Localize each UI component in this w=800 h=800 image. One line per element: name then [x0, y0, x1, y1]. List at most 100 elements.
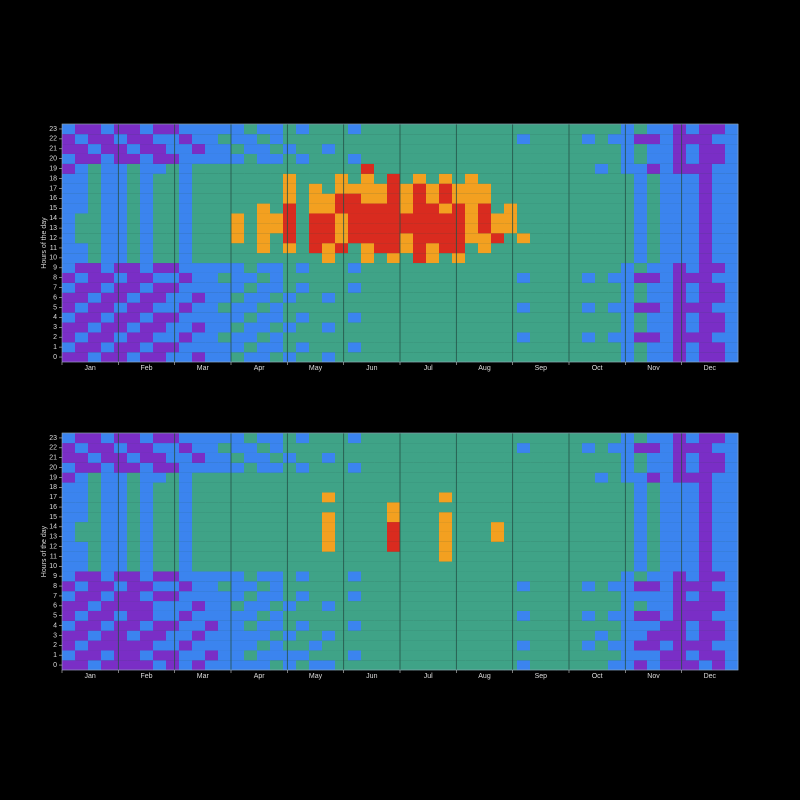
cell: [140, 173, 154, 184]
cell: [257, 352, 271, 363]
cell: [153, 262, 167, 273]
cell: [556, 650, 570, 661]
cell: [140, 502, 154, 513]
cell: [361, 541, 375, 552]
x-tick-label: Jun: [366, 365, 377, 372]
cell: [166, 143, 180, 154]
cell: [283, 233, 297, 244]
cell: [179, 551, 193, 562]
cell: [595, 312, 609, 323]
cell: [153, 203, 167, 214]
cell: [335, 262, 349, 273]
cell: [192, 243, 206, 254]
cell: [647, 223, 661, 234]
cell: [322, 322, 336, 333]
cell: [127, 482, 141, 493]
cell: [101, 591, 115, 602]
cell: [712, 433, 726, 444]
cell: [686, 173, 700, 184]
cell: [361, 620, 375, 631]
cell: [270, 660, 284, 671]
cell: [660, 183, 674, 194]
cell: [712, 272, 726, 283]
cell: [114, 352, 128, 363]
cell: [75, 492, 89, 503]
cell: [205, 262, 219, 273]
cell: [140, 133, 154, 145]
cell: [335, 203, 349, 214]
cell: [465, 143, 479, 154]
cell: [322, 640, 336, 651]
cell: [569, 143, 583, 154]
cell: [257, 342, 271, 353]
cell: [556, 124, 570, 135]
cell: [244, 433, 258, 444]
cell: [426, 332, 440, 343]
cell: [439, 183, 453, 194]
cell: [335, 472, 349, 483]
cell: [517, 512, 531, 523]
cell: [582, 571, 596, 582]
cell: [218, 502, 232, 513]
cell: [153, 332, 167, 343]
cell: [712, 620, 726, 631]
cell: [283, 193, 297, 204]
cell: [348, 302, 362, 313]
cell: [725, 660, 739, 671]
cell: [699, 531, 713, 542]
cell: [114, 143, 128, 154]
cell: [270, 472, 284, 483]
cell: [374, 252, 388, 264]
cell: [426, 163, 440, 174]
cell: [179, 193, 193, 204]
cell: [101, 272, 115, 283]
cell: [192, 262, 206, 273]
cell: [517, 561, 531, 572]
cell: [270, 610, 284, 621]
cell: [140, 302, 154, 313]
cell: [361, 442, 375, 453]
x-tick-label: May: [309, 673, 323, 680]
cell: [517, 531, 531, 542]
cell: [153, 512, 167, 523]
cell: [114, 561, 128, 572]
cell: [179, 153, 193, 164]
cell: [270, 312, 284, 323]
cell: [166, 332, 180, 343]
cell: [530, 203, 544, 214]
cell: [322, 630, 336, 641]
cell: [62, 620, 76, 631]
cell: [192, 492, 206, 503]
cell: [556, 342, 570, 353]
cell: [166, 133, 180, 145]
cell: [660, 541, 674, 552]
cell: [699, 292, 713, 303]
cell: [205, 312, 219, 323]
cell: [335, 660, 349, 671]
cell: [309, 512, 323, 523]
cell: [465, 551, 479, 562]
cell: [686, 591, 700, 602]
cell: [660, 252, 674, 264]
cell: [101, 620, 115, 631]
cell: [218, 282, 232, 293]
cell: [712, 660, 726, 671]
cell: [75, 591, 89, 602]
cell: [114, 630, 128, 641]
cell: [88, 600, 102, 611]
cell: [374, 600, 388, 611]
cell: [114, 512, 128, 523]
cell: [699, 342, 713, 353]
cell: [452, 213, 466, 224]
cell: [504, 133, 518, 145]
cell: [101, 292, 115, 303]
cell: [62, 352, 76, 363]
cell: [231, 352, 245, 363]
cell: [218, 143, 232, 154]
y-tick-label: 9: [53, 573, 57, 580]
cell: [530, 640, 544, 651]
cell: [686, 332, 700, 343]
cell: [374, 433, 388, 444]
cell: [621, 531, 635, 542]
cell: [595, 133, 609, 145]
